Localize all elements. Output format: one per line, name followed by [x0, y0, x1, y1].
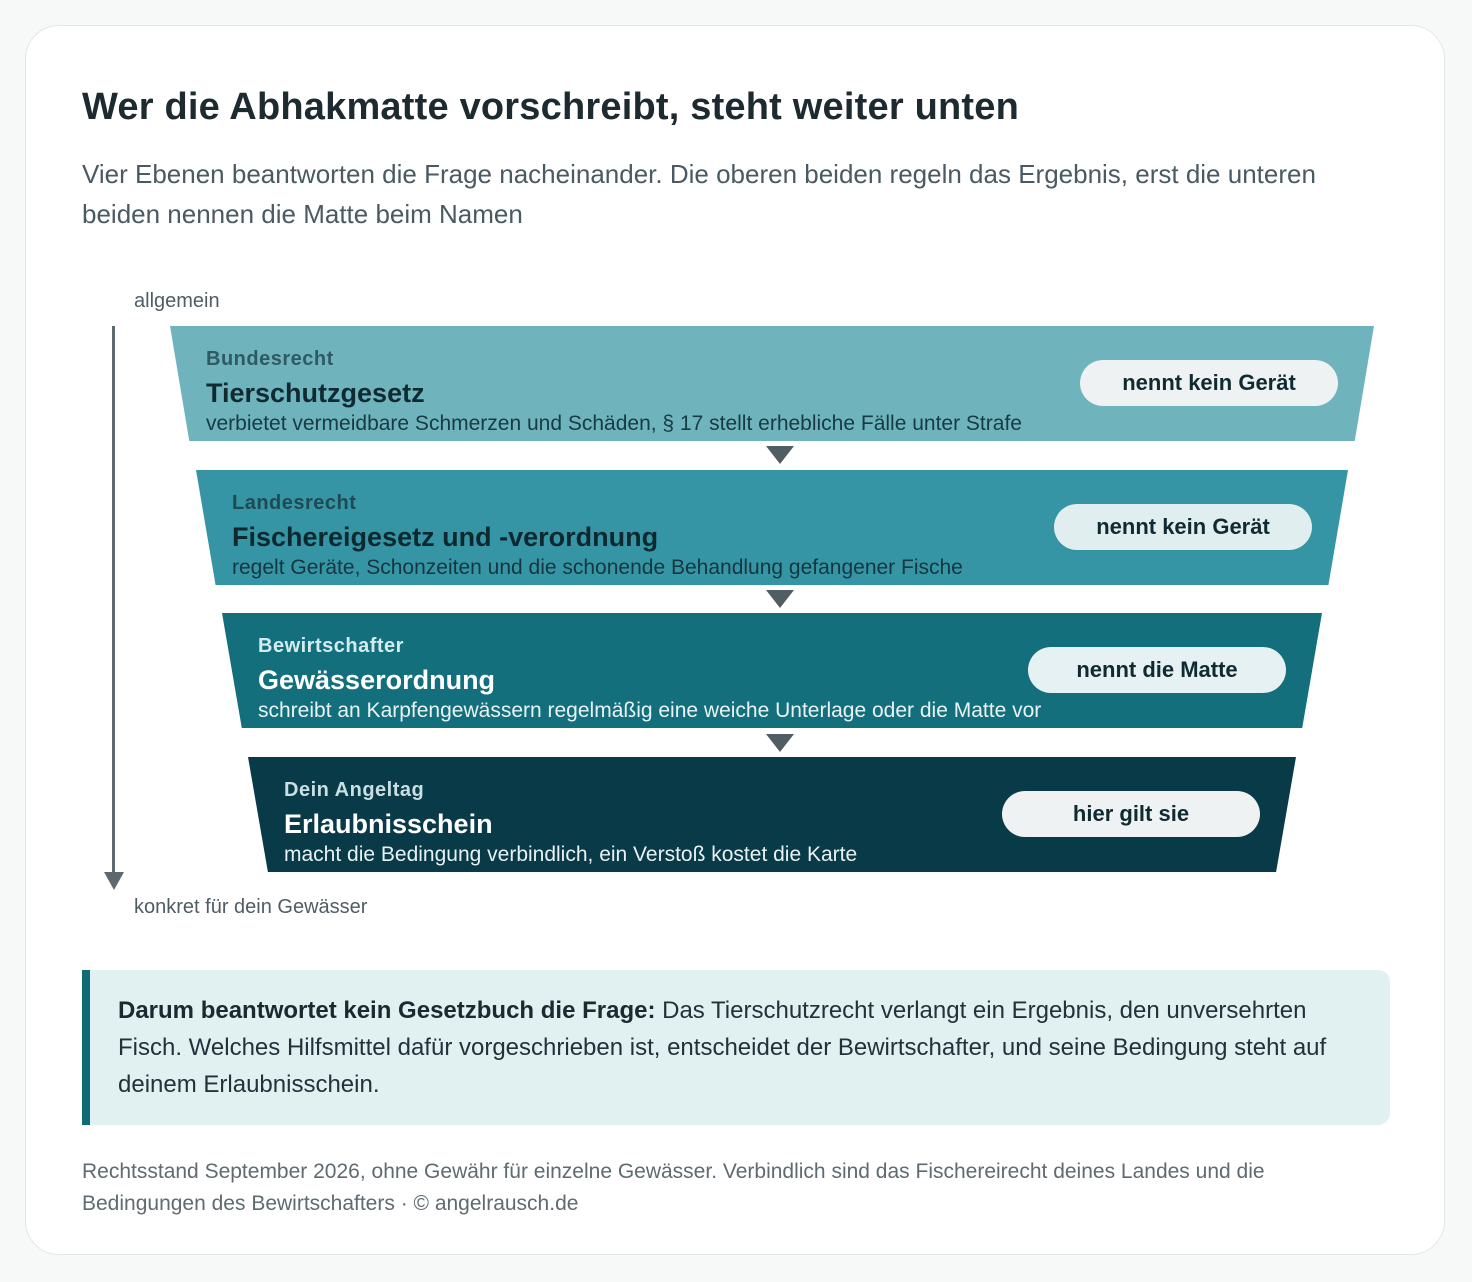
footer-note: Rechtsstand September 2026, ohne Gewähr … [82, 1160, 1265, 1215]
axis-label-specific: konkret für dein Gewässer [134, 896, 368, 918]
arrow-down-icon [766, 734, 794, 752]
summary-callout: Darum beantwortet kein Gesetzbuch die Fr… [82, 970, 1390, 1125]
level-bewirtschafter: Bewirtschafter Gewässerordnung schreibt … [222, 613, 1322, 728]
level-label: Dein Angeltag [284, 779, 425, 801]
level-description: verbietet vermeidbare Schmerzen und Schä… [206, 412, 1022, 435]
page-subtitle: Vier Ebenen beantworten die Frage nachei… [82, 159, 1316, 229]
callout-body: Das Tierschutzrecht verlangt ein Ergebni… [118, 997, 1327, 1098]
level-description: macht die Bedingung verbindlich, ein Ver… [284, 843, 858, 866]
level-landesrecht: Landesrecht Fischereigesetz und -verordn… [196, 470, 1348, 585]
axis-label-general: allgemein [134, 290, 220, 312]
level-bundesrecht: Bundesrecht Tierschutzgesetz verbietet v… [170, 326, 1374, 441]
level-status-pill: nennt kein Gerät [1054, 504, 1312, 550]
level-label: Landesrecht [232, 492, 357, 514]
level-status-pill: nennt kein Gerät [1080, 360, 1338, 406]
level-label: Bundesrecht [206, 348, 334, 370]
level-name: Fischereigesetz und -verordnung [232, 522, 659, 552]
callout-text: Darum beantwortet kein Gesetzbuch die Fr… [118, 992, 1368, 1103]
level-angeltag: Dein Angeltag Erlaubnisschein macht die … [248, 757, 1296, 872]
level-name: Tierschutzgesetz [206, 378, 425, 408]
axis-arrow-down-icon [104, 872, 124, 890]
level-description: schreibt an Karpfengewässern regelmäßig … [258, 699, 1042, 722]
page-title: Wer die Abhakmatte vorschreibt, steht we… [82, 86, 1019, 128]
callout-lead: Darum beantwortet kein Gesetzbuch die Fr… [118, 997, 656, 1024]
arrow-down-icon [766, 590, 794, 608]
arrow-down-icon [766, 446, 794, 464]
level-name: Erlaubnisschein [284, 809, 493, 839]
axis-line [112, 326, 115, 876]
level-name: Gewässerordnung [258, 665, 496, 695]
level-label: Bewirtschafter [258, 635, 404, 657]
level-status-pill: hier gilt sie [1002, 791, 1260, 837]
level-status-pill: nennt die Matte [1028, 647, 1286, 693]
level-description: regelt Geräte, Schonzeiten und die schon… [232, 556, 963, 579]
